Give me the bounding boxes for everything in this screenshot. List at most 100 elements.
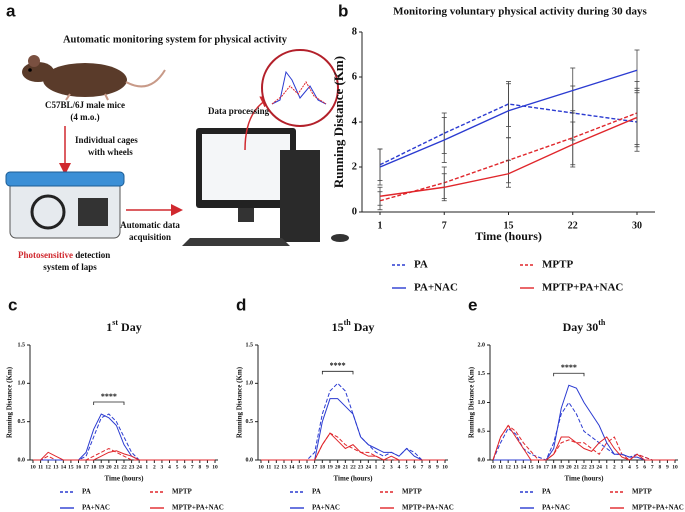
- x-tick-label: 7: [191, 464, 194, 470]
- x-tick-label: 9: [206, 464, 209, 470]
- x-tick-label: 22: [568, 220, 578, 231]
- x-tick-label: 22: [581, 464, 587, 470]
- diagram-title: Automatic monitoring system for physical…: [63, 34, 288, 45]
- x-tick-label: 18: [91, 464, 97, 470]
- x-tick-label: 21: [574, 464, 580, 470]
- x-tick-label: 9: [436, 464, 439, 470]
- x-tick-label: 19: [99, 464, 105, 470]
- title-part: Day: [118, 320, 142, 334]
- x-tick-label: 15: [68, 464, 74, 470]
- y-tick-label: 1.5: [246, 342, 254, 348]
- x-tick-label: 7: [651, 464, 654, 470]
- y-tick-label: 0.5: [246, 419, 254, 425]
- y-tick-label: 1.0: [478, 400, 486, 406]
- x-tick-label: 6: [643, 464, 646, 470]
- series-line: [379, 69, 638, 168]
- x-tick-label: 15: [297, 464, 303, 470]
- inset-plot: [261, 49, 339, 127]
- x-tick-label: 11: [498, 464, 503, 470]
- x-tick-label: 1: [145, 464, 148, 470]
- x-tick-label: 17: [83, 464, 89, 470]
- legend-label: PA+NAC: [414, 282, 458, 294]
- x-axis-title: Time (hours): [565, 475, 605, 483]
- legend-label: PA+NAC: [542, 504, 570, 512]
- cage-label: Individual cages: [75, 135, 138, 145]
- series-line: [492, 401, 675, 461]
- legend-label: MPTP: [172, 488, 193, 496]
- mouse-label: C57BL/6J male mice: [45, 100, 125, 110]
- x-tick-label: 16: [76, 464, 82, 470]
- y-tick-label: 0.0: [478, 457, 486, 463]
- x-tick-label: 7: [442, 220, 447, 231]
- x-tick-label: 10: [672, 464, 678, 470]
- x-tick-label: 19: [559, 464, 565, 470]
- panel-label: a: [6, 1, 16, 20]
- significance-label: ****: [101, 392, 117, 401]
- mouse: [22, 55, 166, 101]
- x-tick-label: 16: [536, 464, 542, 470]
- x-tick-label: 14: [289, 464, 295, 470]
- legend-label: MPTP+PA+NAC: [402, 504, 454, 512]
- x-tick-label: 23: [129, 464, 135, 470]
- y-tick-label: 8: [352, 26, 357, 37]
- legend-label: PA: [312, 488, 321, 496]
- x-tick-label: 2: [382, 464, 385, 470]
- x-tick-label: 10: [30, 464, 36, 470]
- x-tick-label: 30: [632, 220, 642, 231]
- x-tick-label: 3: [390, 464, 393, 470]
- chart: b Monitoring voluntary physical activity …: [331, 1, 655, 294]
- x-tick-label: 13: [53, 464, 59, 470]
- series-line: [379, 116, 638, 197]
- significance-label: ****: [330, 361, 346, 370]
- y-axis-title: Running Distance (Km): [331, 56, 346, 188]
- x-axis-title: Time (hours): [105, 475, 145, 483]
- y-tick-label: 0.0: [18, 457, 26, 463]
- x-tick-label: 24: [596, 464, 602, 470]
- chart-title: Monitoring voluntary physical activity d…: [393, 6, 647, 18]
- x-tick-label: 8: [198, 464, 201, 470]
- y-tick-label: 0.5: [478, 429, 486, 435]
- x-tick-label: 8: [428, 464, 431, 470]
- x-tick-label: 22: [350, 464, 356, 470]
- x-tick-label: 10: [212, 464, 218, 470]
- x-tick-label: 8: [658, 464, 661, 470]
- x-tick-label: 10: [258, 464, 264, 470]
- title-part: Day: [351, 320, 375, 334]
- y-axis-title: Running Distance (Km): [468, 366, 476, 438]
- title-part: 15: [332, 320, 344, 334]
- series-line: [492, 424, 675, 461]
- mouse-label: (4 m.o.): [70, 112, 99, 122]
- series-line: [261, 382, 445, 461]
- y-axis-title: Running Distance (Km): [6, 366, 14, 438]
- x-tick-label: 17: [543, 464, 549, 470]
- panel-label: b: [338, 1, 348, 20]
- legend-label: MPTP+PA+NAC: [632, 504, 684, 512]
- x-tick-label: 13: [281, 464, 287, 470]
- x-tick-label: 24: [366, 464, 372, 470]
- x-tick-label: 18: [320, 464, 326, 470]
- x-tick-label: 21: [343, 464, 349, 470]
- chart-title: 1st Day: [106, 318, 141, 333]
- legend-label: PA: [542, 488, 551, 496]
- x-tick-label: 17: [312, 464, 318, 470]
- x-tick-label: 15: [504, 220, 514, 231]
- y-tick-label: 0.5: [18, 419, 26, 425]
- processing-label: Data processing: [208, 106, 270, 116]
- legend-label: MPTP: [402, 488, 423, 496]
- x-tick-label: 18: [551, 464, 557, 470]
- acquisition-label: acquisition: [129, 232, 171, 242]
- x-tick-label: 22: [121, 464, 127, 470]
- x-tick-label: 10: [490, 464, 496, 470]
- legend-label: PA: [82, 488, 91, 496]
- x-tick-label: 13: [513, 464, 519, 470]
- x-tick-label: 4: [628, 464, 631, 470]
- x-tick-label: 2: [613, 464, 616, 470]
- x-tick-label: 11: [266, 464, 271, 470]
- panel-label: e: [468, 295, 477, 314]
- significance-bracket: [553, 372, 585, 377]
- legend-label: PA: [414, 259, 428, 271]
- x-tick-label: 6: [413, 464, 416, 470]
